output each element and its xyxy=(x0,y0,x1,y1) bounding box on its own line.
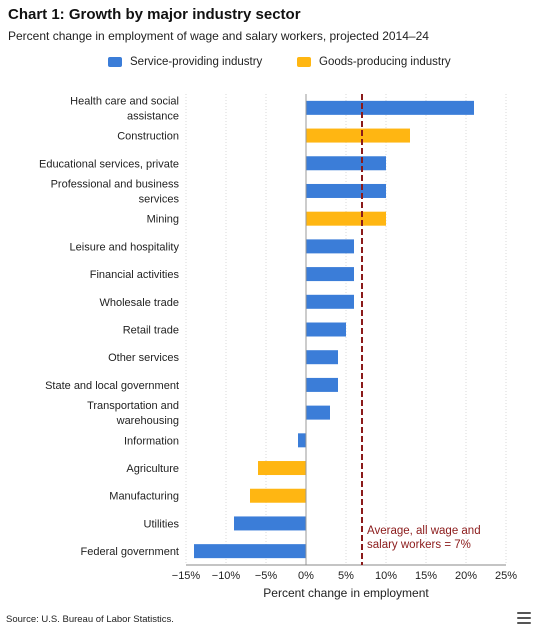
legend-swatch-goods xyxy=(297,57,311,67)
category-label: Health care and social assistance xyxy=(70,95,179,122)
bar[interactable] xyxy=(306,377,338,392)
x-tick-label: −10% xyxy=(212,570,241,582)
category-label: Professional and business services xyxy=(51,178,180,205)
category-label: Educational services, private xyxy=(39,158,179,170)
bar[interactable] xyxy=(306,100,474,115)
bar[interactable] xyxy=(258,461,306,476)
hamburger-menu-icon[interactable] xyxy=(517,612,531,624)
category-label: Other services xyxy=(108,352,179,364)
x-tick-label: 25% xyxy=(495,570,517,582)
category-label: Wholesale trade xyxy=(100,297,180,309)
x-tick-label: 20% xyxy=(455,570,477,582)
bar[interactable] xyxy=(306,322,346,337)
bar[interactable] xyxy=(298,433,306,448)
x-axis-label: Percent change in employment xyxy=(263,586,429,600)
bar[interactable] xyxy=(306,239,354,254)
x-tick-label: −5% xyxy=(255,570,278,582)
x-tick-label: 5% xyxy=(338,570,354,582)
legend-item-goods[interactable]: Goods-producing industry xyxy=(297,56,451,68)
bar[interactable] xyxy=(234,516,306,531)
category-label: Agriculture xyxy=(126,463,179,475)
bar[interactable] xyxy=(306,183,386,198)
x-tick-label: 10% xyxy=(375,570,397,582)
category-label: State and local government xyxy=(45,380,179,392)
category-label: Information xyxy=(124,435,179,447)
category-label: Utilities xyxy=(144,518,180,530)
legend-swatch-service xyxy=(108,57,122,67)
category-label: Construction xyxy=(117,131,179,143)
bar[interactable] xyxy=(306,350,338,365)
bar[interactable] xyxy=(306,211,386,226)
category-label: Financial activities xyxy=(90,269,180,281)
chart-legend: Service-providing industry Goods-produci… xyxy=(0,56,542,72)
chart-subtitle: Percent change in employment of wage and… xyxy=(8,29,429,43)
category-label: Transportation and warehousing xyxy=(87,400,179,427)
source-note: Source: U.S. Bureau of Labor Statistics. xyxy=(6,614,174,625)
legend-label-goods: Goods-producing industry xyxy=(319,56,451,68)
category-label: Manufacturing xyxy=(109,491,179,503)
legend-label-service: Service-providing industry xyxy=(130,56,263,68)
bar[interactable] xyxy=(306,267,354,282)
bar[interactable] xyxy=(306,294,354,309)
bar[interactable] xyxy=(306,156,386,171)
x-tick-label: 15% xyxy=(415,570,437,582)
legend-item-service[interactable]: Service-providing industry xyxy=(108,56,262,68)
category-label: Federal government xyxy=(81,546,179,558)
bar[interactable] xyxy=(306,128,410,143)
average-annotation: Average, all wage and salary workers = 7% xyxy=(367,525,481,551)
bar-chart: Health care and social assistance Construc… xyxy=(39,94,517,600)
bar[interactable] xyxy=(250,488,306,503)
chart-title: Chart 1: Growth by major industry sector xyxy=(8,6,301,23)
category-label: Mining xyxy=(147,214,179,226)
bar[interactable] xyxy=(194,544,306,559)
x-tick-label: −15% xyxy=(172,570,201,582)
category-label: Leisure and hospitality xyxy=(70,241,180,253)
category-label: Retail trade xyxy=(123,325,179,337)
bar[interactable] xyxy=(306,405,330,420)
x-tick-label: 0% xyxy=(298,570,314,582)
